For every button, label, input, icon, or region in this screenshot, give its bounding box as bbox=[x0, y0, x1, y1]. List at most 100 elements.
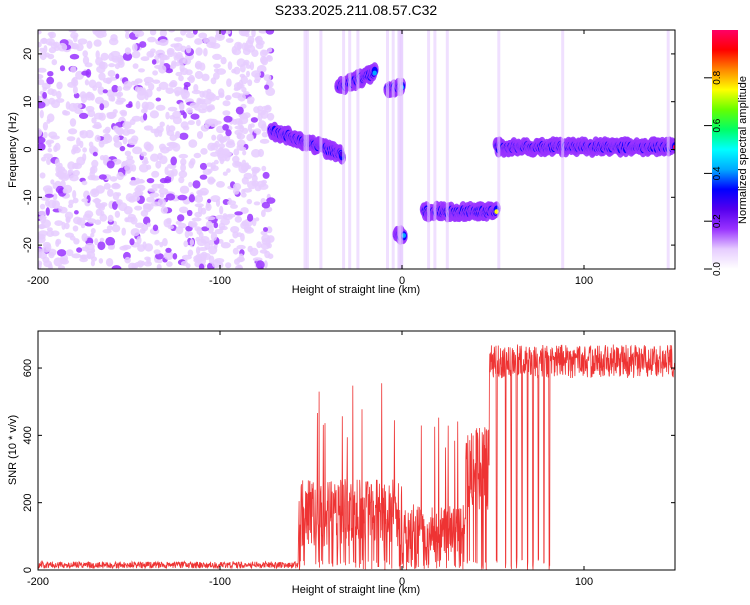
heatmap-cell bbox=[69, 118, 77, 127]
heatmap-cell bbox=[63, 110, 71, 116]
heatmap-cell bbox=[247, 213, 254, 222]
heatmap-cell bbox=[205, 203, 212, 212]
heatmap-cell bbox=[168, 125, 176, 132]
heatmap-cell bbox=[155, 97, 161, 102]
heatmap-cell bbox=[124, 150, 132, 157]
heatmap-cell bbox=[159, 155, 168, 165]
heatmap-cell bbox=[303, 30, 307, 269]
heatmap-cell bbox=[132, 63, 139, 69]
heatmap-cell bbox=[103, 183, 111, 190]
heatmap-cell bbox=[198, 263, 205, 269]
heatmap-cell bbox=[48, 97, 56, 105]
heatmap-cell bbox=[251, 70, 262, 78]
heatmap-cell bbox=[220, 30, 227, 35]
heatmap-cell bbox=[208, 239, 215, 246]
y-tick-label: 200 bbox=[22, 493, 34, 511]
heatmap-cell bbox=[234, 216, 242, 223]
heatmap-cell bbox=[180, 260, 189, 267]
heatmap-cell bbox=[108, 63, 116, 68]
heatmap-cell bbox=[109, 176, 118, 182]
heatmap-cell bbox=[45, 243, 52, 251]
heatmap-cell bbox=[81, 198, 89, 203]
heatmap-cell bbox=[70, 66, 77, 73]
heatmap-cell bbox=[117, 85, 123, 92]
heatmap-cell bbox=[98, 204, 105, 211]
heatmap-cell bbox=[201, 226, 210, 232]
heatmap-cell bbox=[187, 120, 195, 126]
heatmap-cell bbox=[140, 151, 147, 157]
heatmap-cell bbox=[214, 228, 224, 235]
heatmap-cell bbox=[87, 218, 97, 224]
heatmap-cell bbox=[181, 254, 192, 260]
heatmap-cell bbox=[135, 32, 141, 38]
heatmap-cell bbox=[132, 146, 143, 155]
snr-x-axis-label: Height of straight line (km) bbox=[292, 584, 420, 596]
heatmap-cell bbox=[115, 121, 125, 128]
heatmap-cell bbox=[241, 86, 247, 93]
heatmap-cell bbox=[61, 221, 66, 230]
heatmap-cell bbox=[112, 182, 120, 188]
heatmap-cell bbox=[56, 81, 63, 90]
heatmap-cell bbox=[81, 180, 88, 186]
heatmap-cell bbox=[55, 98, 65, 103]
heatmap-cell bbox=[41, 156, 47, 162]
heatmap-cell bbox=[146, 196, 155, 203]
heatmap-cell bbox=[55, 185, 65, 194]
heatmap-cell bbox=[255, 42, 264, 50]
heatmap-cell bbox=[134, 190, 141, 197]
heatmap-cell bbox=[157, 183, 165, 190]
heatmap-cell bbox=[186, 107, 193, 114]
heatmap-cell bbox=[149, 110, 159, 119]
heatmap-cell bbox=[177, 214, 185, 222]
heatmap-cell bbox=[121, 227, 126, 236]
heatmap-cell bbox=[146, 178, 155, 184]
heatmap-cell bbox=[163, 251, 174, 260]
heatmap-cell bbox=[246, 198, 253, 205]
heatmap-cell bbox=[194, 63, 202, 69]
heatmap-cell bbox=[159, 30, 167, 38]
heatmap-cell bbox=[106, 160, 115, 169]
heatmap-cell bbox=[95, 185, 105, 194]
heatmap-cell bbox=[89, 166, 96, 174]
heatmap-cell bbox=[46, 230, 55, 237]
heatmap-cell bbox=[69, 174, 79, 182]
heatmap-cell bbox=[74, 210, 79, 215]
y-tick-label: 20 bbox=[22, 48, 34, 60]
heatmap-cell bbox=[203, 47, 208, 57]
heatmap-cell bbox=[86, 40, 93, 49]
heatmap-cell bbox=[141, 224, 149, 232]
heatmap-cell bbox=[38, 128, 43, 137]
heatmap-cell bbox=[80, 254, 87, 260]
heatmap-cell bbox=[94, 197, 100, 205]
heatmap-cell bbox=[54, 220, 64, 227]
heatmap-cell bbox=[91, 247, 96, 254]
heatmap-cell bbox=[229, 238, 235, 244]
heatmap-cell bbox=[236, 244, 246, 250]
heatmap-cell bbox=[122, 52, 133, 61]
heatmap-cell bbox=[191, 89, 202, 95]
heatmap-cell bbox=[108, 115, 115, 119]
heatmap-cell bbox=[158, 129, 163, 137]
colorbar-tick-label: 0.2 bbox=[712, 214, 723, 228]
x-tick-label: 0 bbox=[399, 576, 405, 588]
heatmap-cell bbox=[219, 205, 224, 215]
colorbar-gradient bbox=[712, 30, 738, 269]
heatmap-cell bbox=[94, 96, 105, 105]
heatmap-cell bbox=[241, 159, 247, 168]
heatmap-cell bbox=[189, 158, 196, 166]
heatmap-cell bbox=[244, 30, 250, 34]
heatmap-cell bbox=[124, 256, 131, 264]
heatmap-cell bbox=[81, 233, 88, 242]
heatmap-cell bbox=[149, 30, 157, 36]
heatmap-cell bbox=[138, 68, 145, 73]
heatmap-cell bbox=[91, 117, 97, 124]
heatmap-cell bbox=[251, 174, 258, 183]
heatmap-cell bbox=[139, 41, 147, 48]
heatmap-cell bbox=[125, 31, 130, 40]
heatmap-cell bbox=[242, 188, 253, 193]
heatmap-cell bbox=[39, 51, 47, 61]
heatmap-cell bbox=[110, 34, 118, 42]
heatmap-cell bbox=[95, 50, 100, 59]
heatmap-cell bbox=[152, 70, 159, 76]
